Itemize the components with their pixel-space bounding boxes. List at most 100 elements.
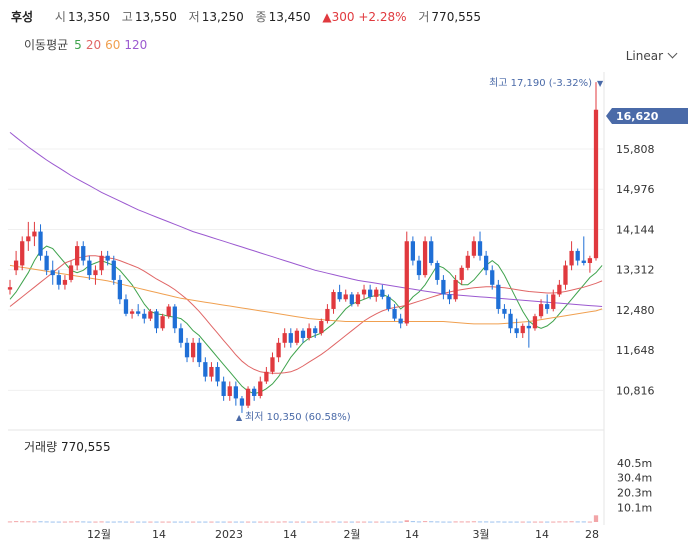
candle xyxy=(453,275,458,302)
candle xyxy=(447,289,452,305)
candle xyxy=(203,357,208,382)
volume-bar xyxy=(68,521,74,523)
candle xyxy=(325,304,330,324)
candle-body xyxy=(123,299,129,314)
candle-body xyxy=(294,330,300,343)
volume-bar xyxy=(392,521,397,523)
candle xyxy=(7,279,13,295)
candle xyxy=(349,292,354,307)
candle-body xyxy=(93,270,98,276)
volume-bar xyxy=(575,521,580,523)
volume-bar xyxy=(178,521,184,523)
candle xyxy=(563,260,568,290)
candle-body xyxy=(496,284,501,309)
time-axis-ticks: 12월 14 2023 14 2월 14 3월 14 28 xyxy=(87,528,599,541)
price-tick-label: 13,312 xyxy=(616,264,655,277)
candle-body xyxy=(569,250,574,266)
volume-bar xyxy=(56,521,61,523)
candle-body xyxy=(245,388,251,406)
volume-bar xyxy=(337,521,342,523)
scale-selector-label: Linear xyxy=(625,49,663,63)
volume-bar xyxy=(197,521,202,523)
price-tick-label: 14,144 xyxy=(616,223,655,236)
volume-bar xyxy=(215,521,220,523)
candle xyxy=(215,362,220,387)
candle-body xyxy=(264,371,269,382)
candle xyxy=(313,325,318,338)
candle-body xyxy=(508,313,513,329)
candle-body xyxy=(38,231,43,256)
volume-bar xyxy=(569,521,574,523)
volume-bar xyxy=(502,521,507,523)
volume-bar xyxy=(32,521,37,523)
volume-bar xyxy=(50,521,55,523)
scale-selector[interactable]: Linear xyxy=(625,48,678,63)
candle xyxy=(398,313,403,329)
candle-body xyxy=(453,279,458,300)
volume-bar xyxy=(581,521,586,523)
volume-bar xyxy=(313,521,318,523)
time-tick-label: 28 xyxy=(585,528,599,541)
candle-body xyxy=(593,109,599,259)
candle-body xyxy=(410,241,416,261)
candle xyxy=(300,328,306,343)
candle-body xyxy=(557,284,562,295)
candle-body xyxy=(239,398,245,406)
candle xyxy=(477,231,483,261)
candle xyxy=(386,294,391,312)
candle xyxy=(368,284,373,300)
volume-bar xyxy=(129,521,135,523)
candle-body xyxy=(184,342,190,358)
candle xyxy=(532,313,538,331)
candle xyxy=(264,366,269,384)
time-tick-label: 2023 xyxy=(215,528,243,541)
candle-body xyxy=(477,241,483,256)
volume-tick-label: 30.4m xyxy=(617,472,652,485)
price-tick-label: 11,648 xyxy=(616,344,655,357)
volume-bar xyxy=(343,521,348,523)
high-value: 13,550 xyxy=(134,10,177,24)
candle xyxy=(429,236,434,266)
candle-body xyxy=(306,328,312,338)
candle xyxy=(361,284,367,300)
volume-bar xyxy=(166,521,171,523)
ma-legend-120[interactable]: 120 xyxy=(124,38,148,52)
volume-bar xyxy=(87,521,92,523)
volume-bar xyxy=(184,521,190,523)
candle xyxy=(13,250,19,276)
ma-legend-5[interactable]: 5 xyxy=(74,38,82,52)
candle xyxy=(81,241,86,266)
ma-legend-60[interactable]: 60 xyxy=(105,38,121,52)
price-gridlines xyxy=(8,148,604,391)
volume-bar xyxy=(490,521,495,523)
candle xyxy=(184,337,190,363)
candle-body xyxy=(520,325,525,334)
candle-body xyxy=(209,366,214,377)
candle-body xyxy=(404,241,409,324)
candle-body xyxy=(343,294,348,300)
volume-bar xyxy=(331,521,336,523)
volume-bar xyxy=(483,521,489,523)
candle-body xyxy=(587,258,593,264)
volume-bar xyxy=(465,521,470,523)
candle-body xyxy=(575,250,580,261)
volume-bar xyxy=(117,521,123,523)
candle-body xyxy=(441,279,446,295)
candle-body xyxy=(62,279,68,285)
candle-body xyxy=(197,342,202,363)
candle-body xyxy=(483,255,489,271)
ma-legend-20[interactable]: 20 xyxy=(85,38,102,52)
candle-body xyxy=(545,304,550,309)
volume-bar xyxy=(160,521,165,523)
candle-body xyxy=(551,294,556,309)
time-tick-label: 2월 xyxy=(343,528,360,541)
candle-body xyxy=(429,241,434,264)
candle xyxy=(111,255,116,285)
candle xyxy=(166,304,171,319)
volume-bar xyxy=(264,521,269,523)
candle xyxy=(465,250,470,271)
candle-body xyxy=(190,342,196,358)
volume-bar xyxy=(429,521,434,523)
candle-body xyxy=(288,333,293,343)
